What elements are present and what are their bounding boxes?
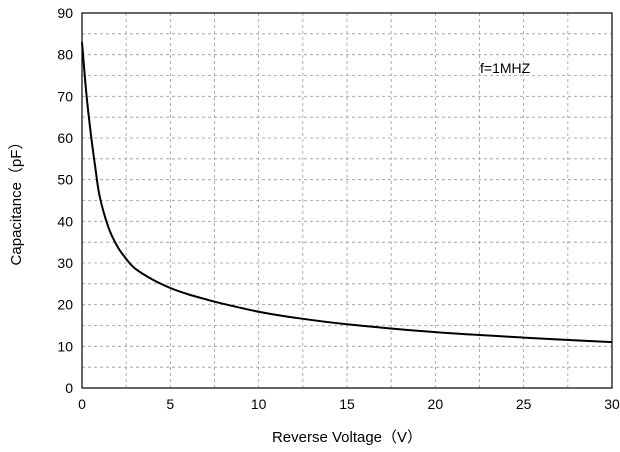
x-tick-label: 30 (604, 396, 620, 412)
x-tick-label: 15 (339, 396, 355, 412)
y-axis-title: Capacitance（pF） (8, 135, 25, 266)
grid (82, 13, 612, 388)
x-tick-label: 10 (251, 396, 267, 412)
x-tick-label: 20 (428, 396, 444, 412)
y-tick-label: 0 (65, 380, 73, 396)
y-tick-label: 50 (57, 172, 73, 188)
plot-frame (81, 12, 613, 389)
y-tick-label: 30 (57, 255, 73, 271)
y-tick-label: 80 (57, 47, 73, 63)
x-tick-label: 5 (166, 396, 174, 412)
capacitance-curve (81, 42, 613, 344)
y-tick-label: 40 (57, 213, 73, 229)
y-tick-label: 70 (57, 88, 73, 104)
x-tick-label: 25 (516, 396, 532, 412)
y-tick-label: 60 (57, 130, 73, 146)
x-tick-labels: 0 5 10 15 20 25 30 (78, 396, 620, 412)
series-layer (81, 42, 613, 344)
frequency-annotation: f=1MHZ (480, 60, 531, 76)
y-tick-label: 10 (57, 338, 73, 354)
x-axis-title: Reverse Voltage（V） (272, 429, 422, 446)
y-tick-label: 20 (57, 297, 73, 313)
x-tick-label: 0 (78, 396, 86, 412)
y-tick-labels: 0 10 20 30 40 50 60 70 80 90 (57, 5, 73, 396)
y-tick-label: 90 (57, 5, 73, 21)
